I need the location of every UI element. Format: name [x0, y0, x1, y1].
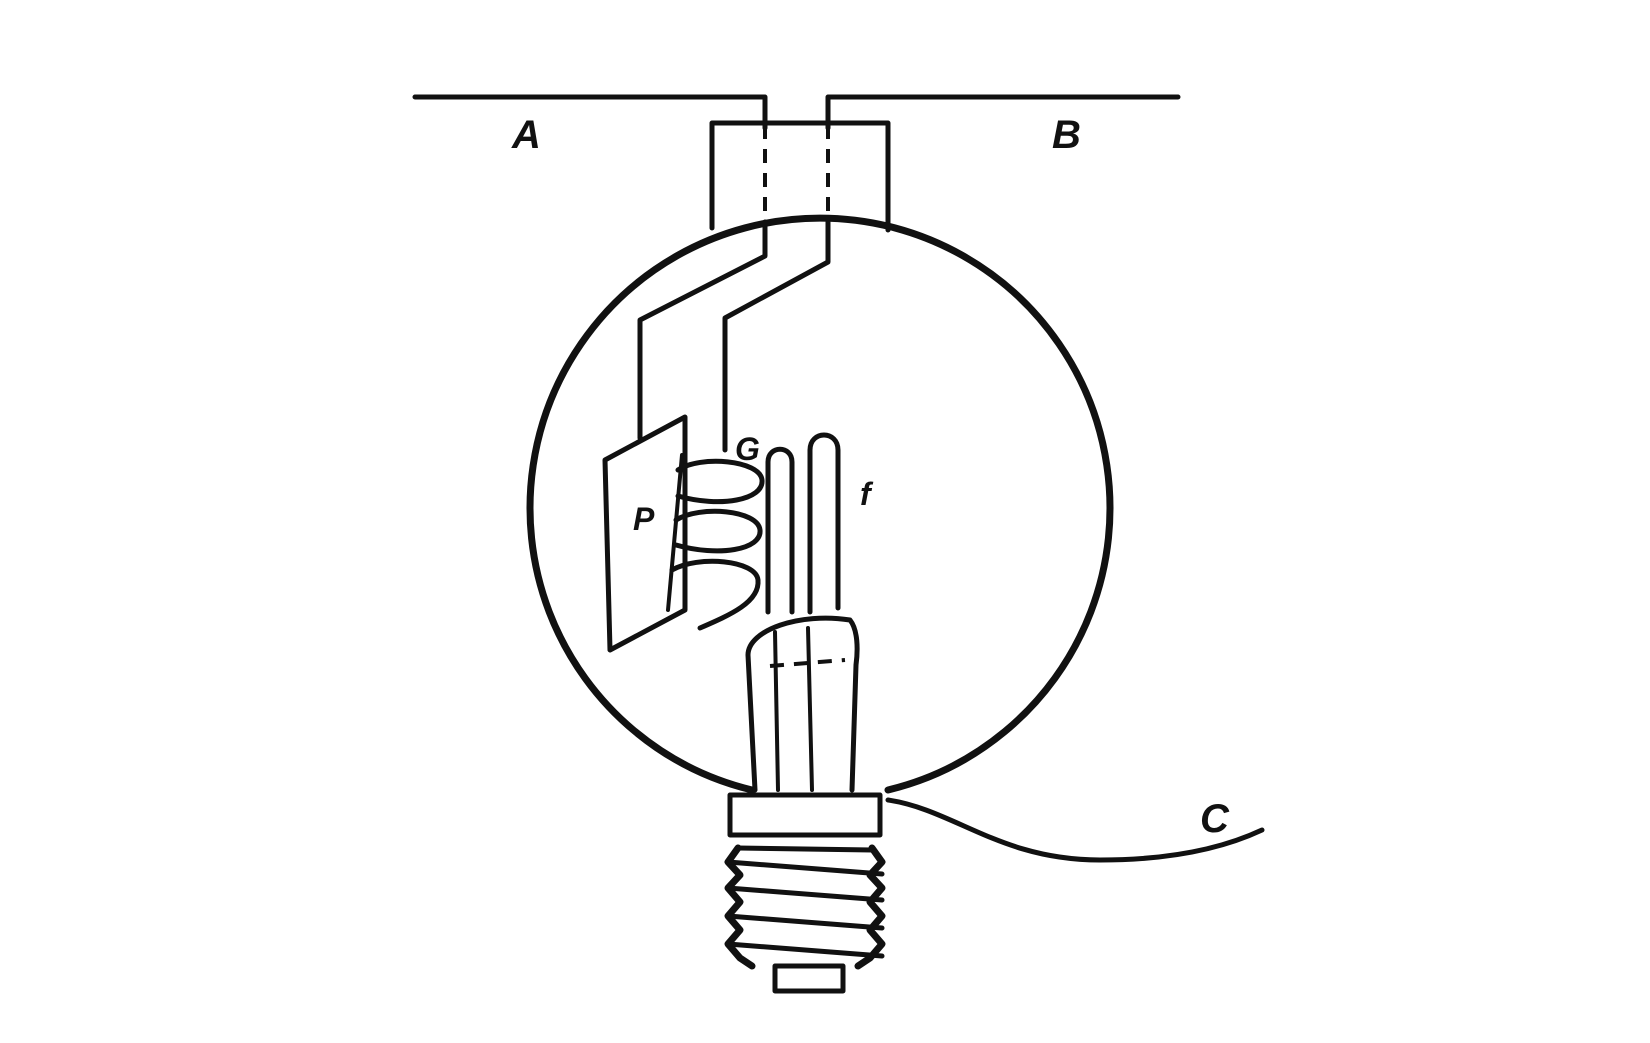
wire-a	[412, 94, 768, 131]
grid-coil	[666, 453, 765, 631]
label-c: C	[1200, 797, 1230, 841]
label-f: f	[860, 476, 874, 512]
glass-stem	[745, 615, 860, 793]
filament-left	[765, 446, 795, 615]
top-cap	[709, 120, 891, 233]
grid-lead	[722, 219, 831, 453]
wire-c	[885, 797, 1265, 863]
label-g: G	[735, 431, 760, 467]
plate	[602, 414, 688, 653]
glass-bulb	[526, 214, 1114, 794]
filament-right	[807, 432, 841, 615]
plate-lead	[637, 219, 768, 441]
base-collar	[727, 792, 883, 838]
wire-b	[825, 94, 1181, 131]
label-b: B	[1052, 113, 1081, 157]
label-a: A	[511, 113, 541, 157]
screw-base	[724, 844, 886, 994]
stem-leads	[773, 626, 814, 792]
label-p: P	[633, 501, 655, 537]
